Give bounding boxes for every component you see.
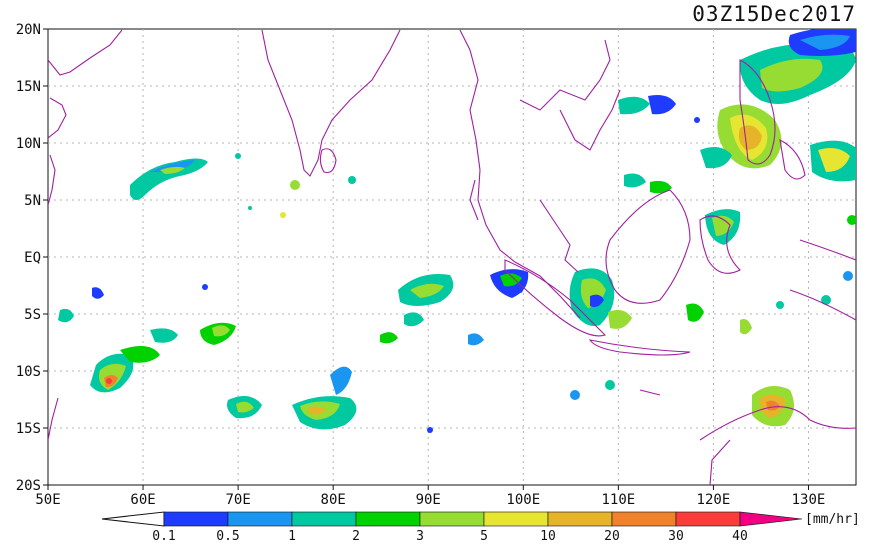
colorbar-segment (291, 511, 357, 527)
lat-label: EQ (24, 250, 41, 266)
lon-label: 90E (416, 492, 441, 508)
rain-cell-scattered (202, 117, 856, 433)
rain-cell-north-arabian (130, 158, 208, 200)
rain-cell-philippines (700, 29, 856, 182)
lat-label: 10S (16, 364, 41, 380)
colorbar-segment (419, 511, 485, 527)
rain-cell-maritime (569, 95, 752, 335)
colorbar-label: 0.5 (216, 529, 239, 544)
coastlines (48, 29, 856, 485)
lat-label: 20S (16, 478, 41, 494)
lon-label: 60E (130, 492, 155, 508)
lon-label: 110E (601, 492, 635, 508)
colorbar-segment (483, 511, 549, 527)
lon-label: 80E (321, 492, 346, 508)
lat-label: 20N (16, 22, 41, 38)
colorbar-label: 30 (668, 529, 684, 544)
colorbar-segment (675, 511, 741, 527)
colorbar-segment (355, 511, 421, 527)
colorbar-label: 1 (288, 529, 296, 544)
rain-cell-timor-sea (752, 386, 794, 427)
colorbar-label: 0.1 (152, 529, 175, 544)
lat-label: 15S (16, 421, 41, 437)
colorbar-label: 5 (480, 529, 488, 544)
rain-cell-arabian-sea (58, 287, 178, 393)
lon-label: 120E (697, 492, 731, 508)
lon-label: 50E (35, 492, 60, 508)
colorbar-label: 2 (352, 529, 360, 544)
precipitation-field (58, 29, 856, 433)
colorbar-label: 10 (540, 529, 556, 544)
lon-label: 100E (506, 492, 540, 508)
colorbar-label: 20 (604, 529, 620, 544)
colorbar-label: 40 (732, 529, 748, 544)
lat-label: 10N (16, 136, 41, 152)
colorbar: 0.1 0.5 1 2 3 5 10 20 30 40 [mm/hr] (101, 511, 860, 544)
rain-cell-central-ocean (200, 269, 529, 430)
lat-label: 5S (24, 307, 41, 323)
lon-label: 130E (792, 492, 826, 508)
lat-label: 5N (24, 193, 41, 209)
colorbar-arrow-low (101, 511, 165, 527)
map-title: 03Z15Dec2017 (692, 2, 856, 26)
colorbar-segment (547, 511, 613, 527)
colorbar-segment (163, 511, 229, 527)
colorbar-segment (227, 511, 293, 527)
longitude-labels: 50E 60E 70E 80E 90E 100E 110E 120E 130E (35, 485, 825, 508)
lat-label: 15N (16, 79, 41, 95)
lon-label: 70E (225, 492, 250, 508)
colorbar-segment (611, 511, 677, 527)
colorbar-label: 3 (416, 529, 424, 544)
latitude-labels: 20N 15N 10N 5N EQ 5S 10S 15S 20S (16, 22, 48, 494)
colorbar-arrow-high (739, 511, 803, 527)
colorbar-unit: [mm/hr] (805, 512, 860, 527)
